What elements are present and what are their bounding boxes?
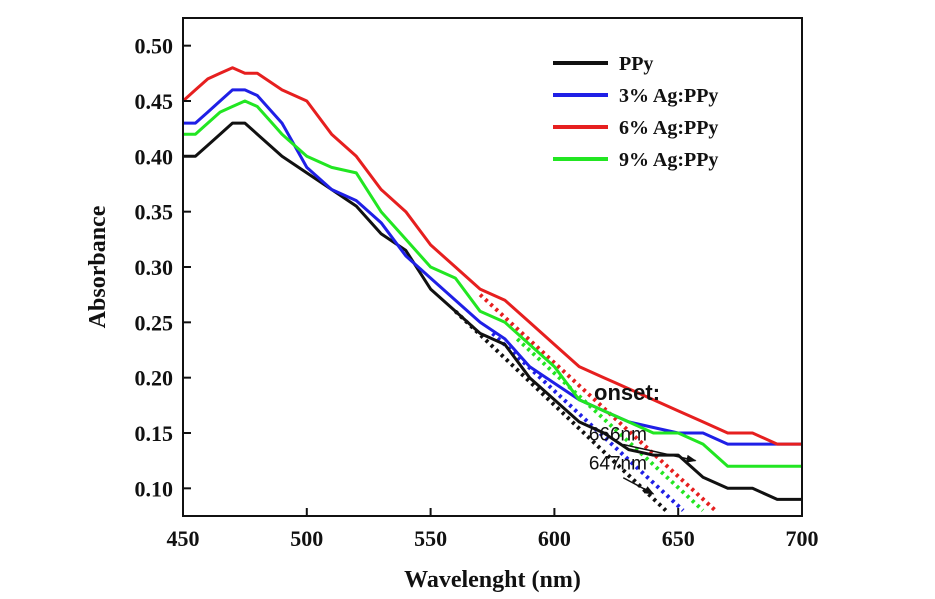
y-tick-label: 0.30 — [135, 255, 174, 280]
onset-label: 647nm — [589, 454, 647, 475]
y-axis-label: Absorbance — [85, 205, 111, 328]
onset-title: onset: — [594, 380, 660, 405]
onset-arrow — [622, 477, 655, 495]
y-tick-label: 0.35 — [135, 200, 174, 225]
y-tick-label: 0.40 — [135, 144, 174, 169]
onset-extrapolation-line — [491, 331, 685, 512]
x-tick-label: 700 — [786, 526, 819, 551]
onset-extrapolation-line — [515, 337, 705, 512]
onset-label: 666nm — [589, 425, 647, 446]
series-line — [183, 99, 802, 468]
onset-arrow — [623, 443, 697, 463]
legend: PPy 3% Ag:PPy 6% Ag:PPy 9% Ag:PPy — [553, 53, 718, 171]
legend-label: 3% Ag:PPy — [619, 85, 718, 107]
y-tick-label: 0.50 — [135, 34, 174, 59]
x-tick-label: 550 — [414, 526, 447, 551]
y-tick-label: 0.10 — [135, 476, 174, 501]
legend-label: 9% Ag:PPy — [619, 149, 718, 171]
y-tick-label: 0.45 — [135, 89, 174, 114]
x-tick-label: 500 — [290, 526, 323, 551]
legend-label: 6% Ag:PPy — [619, 117, 718, 139]
y-tick-label: 0.25 — [135, 310, 174, 335]
legend-label: PPy — [619, 53, 653, 75]
y-tick-label: 0.15 — [135, 421, 174, 446]
x-axis-label: Wavelenght (nm) — [404, 567, 581, 593]
series-line — [183, 66, 802, 446]
series-line — [183, 88, 802, 446]
y-tick-label: 0.20 — [135, 366, 174, 391]
onset-annotations: onset: 666nm 647nm — [589, 380, 697, 495]
x-tick-label: 450 — [167, 526, 200, 551]
onset-extrapolation-line — [478, 293, 717, 512]
x-tick-label: 600 — [538, 526, 571, 551]
axis-layer: 450 500 550 600 650 700 0.10 0.15 0.20 0.25 0.30 0.… — [135, 34, 819, 551]
x-tick-label: 650 — [662, 526, 695, 551]
